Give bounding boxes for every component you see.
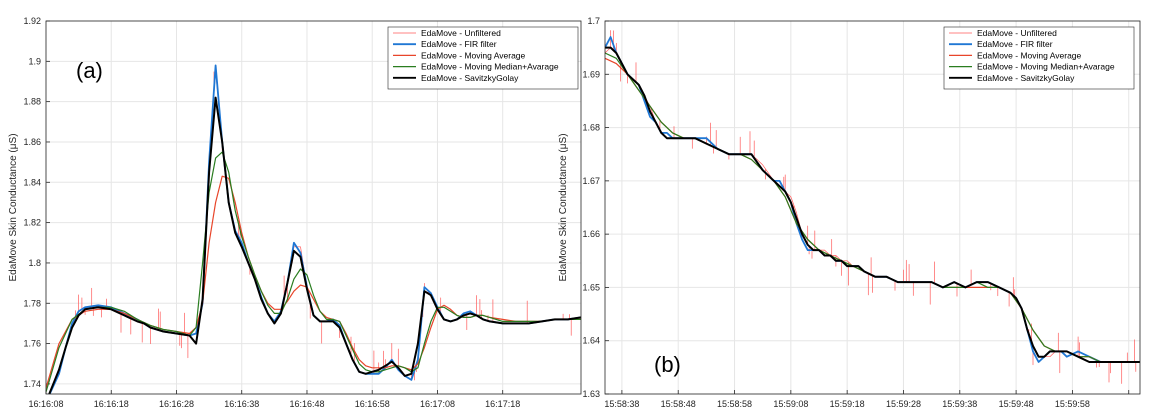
y-tick-label: 1.7 (587, 16, 600, 26)
x-tick-label: 16:16:28 (159, 399, 194, 408)
x-tick-label: 16:16:58 (355, 399, 390, 408)
series-line-4 (605, 46, 1140, 363)
legend-label: EdaMove - Moving Median+Avarage (977, 62, 1115, 72)
x-tick-label: 16:16:18 (94, 399, 129, 408)
x-tick-label: 15:59:48 (999, 399, 1034, 408)
x-tick-label: 15:58:38 (604, 399, 639, 408)
y-tick-label: 1.8 (28, 258, 41, 268)
y-tick-label: 1.84 (23, 177, 41, 187)
x-tick-label: 16:16:38 (224, 399, 259, 408)
y-tick-label: 1.92 (23, 16, 41, 26)
legend-label: EdaMove - Unfiltered (421, 28, 501, 38)
y-tick-label: 1.64 (582, 336, 600, 346)
y-tick-label: 1.78 (23, 298, 41, 308)
y-axis-label: EdaMove Skin Conductance (μS) (8, 133, 19, 281)
x-tick-label: 15:59:18 (830, 399, 865, 408)
legend-box (943, 26, 1135, 90)
x-tick-label: 15:58:58 (717, 399, 752, 408)
y-tick-label: 1.9 (28, 56, 41, 66)
y-tick-label: 1.65 (582, 282, 600, 292)
y-tick-label: 1.66 (582, 229, 600, 239)
chart-panel-0: 1.74 1.76 1.78 1.8 1.82 1.84 1.86 1.88 1.9 1.92 16… (8, 16, 582, 408)
legend-label: EdaMove - SavitzkyGolay (977, 73, 1075, 83)
legend-box (387, 26, 579, 90)
x-tick-label: 16:17:18 (485, 399, 520, 408)
axes-box (45, 20, 582, 395)
x-tick-label: 15:59:28 (886, 399, 921, 408)
series-group (605, 30, 1140, 384)
legend-label: EdaMove - SavitzkyGolay (421, 73, 519, 83)
y-tick-label: 1.88 (23, 97, 41, 107)
x-tick-label: 15:58:48 (661, 399, 696, 408)
series-line-4 (48, 96, 581, 394)
y-tick-label: 1.67 (582, 176, 600, 186)
legend-label: EdaMove - FIR filter (977, 39, 1053, 49)
legend-label: EdaMove - Moving Average (977, 50, 1082, 60)
y-axis-label: EdaMove Skin Conductance (μS) (558, 133, 569, 281)
x-tick-label: 16:16:08 (28, 399, 63, 408)
panel-label: (b) (654, 352, 681, 377)
y-tick-label: 1.76 (23, 339, 41, 349)
legend-label: EdaMove - Moving Median+Avarage (421, 62, 559, 72)
series-group (46, 64, 581, 394)
x-tick-label: 16:17:08 (420, 399, 455, 408)
y-tick-label: 1.74 (23, 379, 41, 389)
x-tick-label: 15:59:38 (942, 399, 977, 408)
y-tick-label: 1.63 (582, 389, 600, 399)
legend-label: EdaMove - FIR filter (421, 39, 497, 49)
y-tick-label: 1.69 (582, 69, 600, 79)
panel-label: (a) (76, 58, 103, 83)
legend-label: EdaMove - Moving Average (421, 50, 526, 60)
y-tick-label: 1.82 (23, 218, 41, 228)
y-tick-label: 1.86 (23, 137, 41, 147)
chart-panel-1: 1.63 1.64 1.65 1.66 1.67 1.68 1.69 1.7 15:58:38 1… (558, 16, 1141, 408)
legend-label: EdaMove - Unfiltered (977, 28, 1057, 38)
x-tick-label: 15:59:58 (1055, 399, 1090, 408)
y-tick-label: 1.68 (582, 123, 600, 133)
axes-box (604, 20, 1141, 395)
x-tick-label: 16:16:48 (289, 399, 324, 408)
x-tick-label: 15:59:08 (773, 399, 808, 408)
